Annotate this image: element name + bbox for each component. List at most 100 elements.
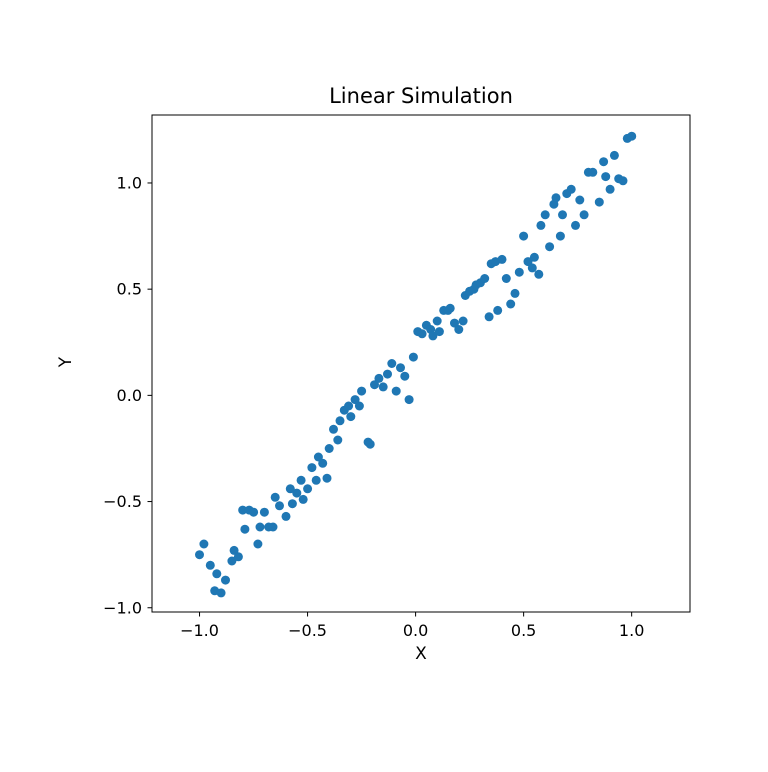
x-axis-label: X	[415, 644, 427, 664]
y-tick-label: 1.0	[117, 173, 142, 192]
scatter-point	[434, 327, 444, 337]
x-tick-label: −0.5	[288, 621, 327, 640]
scatter-point	[383, 369, 392, 379]
scatter-point	[618, 176, 628, 186]
scatter-point	[536, 220, 546, 230]
y-tick-label: −1.0	[103, 598, 142, 617]
scatter-point	[558, 210, 567, 220]
scatter-point	[551, 193, 561, 203]
scatter-point	[275, 501, 284, 511]
scatter-point	[281, 511, 291, 521]
scatter-point	[609, 150, 619, 160]
y-tick-label: −0.5	[103, 492, 142, 511]
scatter-point	[378, 382, 388, 392]
scatter-point	[450, 318, 459, 328]
scatter-point	[216, 588, 226, 598]
scatter-point	[329, 424, 338, 434]
scatter-point	[240, 524, 250, 534]
scatter-point	[303, 484, 313, 494]
scatter-point	[307, 463, 317, 473]
scatter-point	[238, 505, 248, 515]
scatter-point	[523, 257, 533, 267]
scatter-point	[365, 439, 375, 449]
scatter-point	[199, 539, 209, 549]
x-tick-label: 1.0	[619, 621, 644, 640]
x-tick-label: 0.0	[403, 621, 428, 640]
scatter-point	[566, 184, 576, 194]
scatter-point	[428, 331, 438, 341]
scatter-point	[575, 195, 585, 205]
scatter-point	[534, 269, 544, 279]
scatter-point	[571, 220, 580, 230]
scatter-point	[588, 167, 598, 177]
scatter-point	[255, 522, 265, 532]
scatter-point	[458, 316, 468, 326]
scatter-point	[404, 395, 414, 405]
scatter-point	[195, 550, 204, 560]
scatter-point	[400, 371, 410, 381]
scatter-point	[335, 416, 345, 426]
scatter-point	[370, 380, 379, 390]
scatter-point	[350, 395, 360, 405]
scatter-point	[253, 539, 263, 549]
y-axis-label: Y	[56, 356, 76, 368]
scatter-point	[285, 484, 295, 494]
scatter-point	[391, 386, 401, 396]
scatter-point	[292, 488, 302, 498]
scatter-point	[333, 435, 343, 445]
scatter-point	[519, 231, 529, 241]
scatter-point	[233, 552, 243, 562]
scatter-point	[408, 352, 418, 362]
scatter-point	[545, 242, 555, 252]
scatter-point	[396, 363, 405, 373]
scatter-point	[445, 303, 455, 313]
x-tick-label: 0.5	[511, 621, 536, 640]
scatter-point	[259, 507, 269, 517]
scatter-point	[599, 157, 609, 167]
scatter-point	[601, 172, 611, 182]
scatter-point	[605, 184, 615, 194]
scatter-point	[387, 359, 397, 368]
chart-title: Linear Simulation	[329, 84, 513, 108]
scatter-point	[514, 267, 524, 277]
scatter-point	[324, 444, 334, 453]
scatter-point	[229, 545, 239, 555]
scatter-point	[510, 288, 520, 298]
scatter-point	[506, 299, 516, 309]
y-tick-label: 0.5	[117, 280, 142, 299]
scatter-point	[579, 210, 589, 220]
scatter-point	[221, 575, 230, 585]
scatter-point	[527, 263, 537, 273]
axes-box	[151, 114, 691, 613]
scatter-point	[322, 473, 332, 483]
scatter-point	[344, 401, 354, 411]
scatter-point	[268, 522, 278, 532]
scatter-point	[480, 274, 490, 283]
scatter-point	[484, 312, 494, 322]
scatter-point	[374, 373, 384, 383]
scatter-point	[298, 494, 308, 504]
scatter-point	[270, 492, 280, 502]
scatter-point	[493, 305, 503, 315]
scatter-point	[529, 252, 539, 262]
scatter-point	[432, 316, 442, 326]
scatter-point	[417, 329, 427, 339]
scatter-point	[497, 254, 507, 264]
y-tick-label: 0.0	[117, 386, 142, 405]
scatter-point	[287, 499, 297, 509]
scatter-point	[311, 475, 321, 485]
scatter-point	[354, 401, 364, 411]
scatter-point	[501, 274, 511, 283]
scatter-point	[318, 458, 328, 468]
scatter-point	[212, 569, 222, 579]
scatter-point	[205, 560, 215, 570]
scatter-point	[454, 325, 464, 334]
scatter-point	[627, 131, 637, 141]
scatter-point	[227, 556, 237, 566]
scatter-point	[249, 507, 259, 517]
scatter-point	[346, 412, 356, 422]
x-tick-label: −1.0	[180, 621, 219, 640]
scatter-point	[296, 475, 306, 485]
